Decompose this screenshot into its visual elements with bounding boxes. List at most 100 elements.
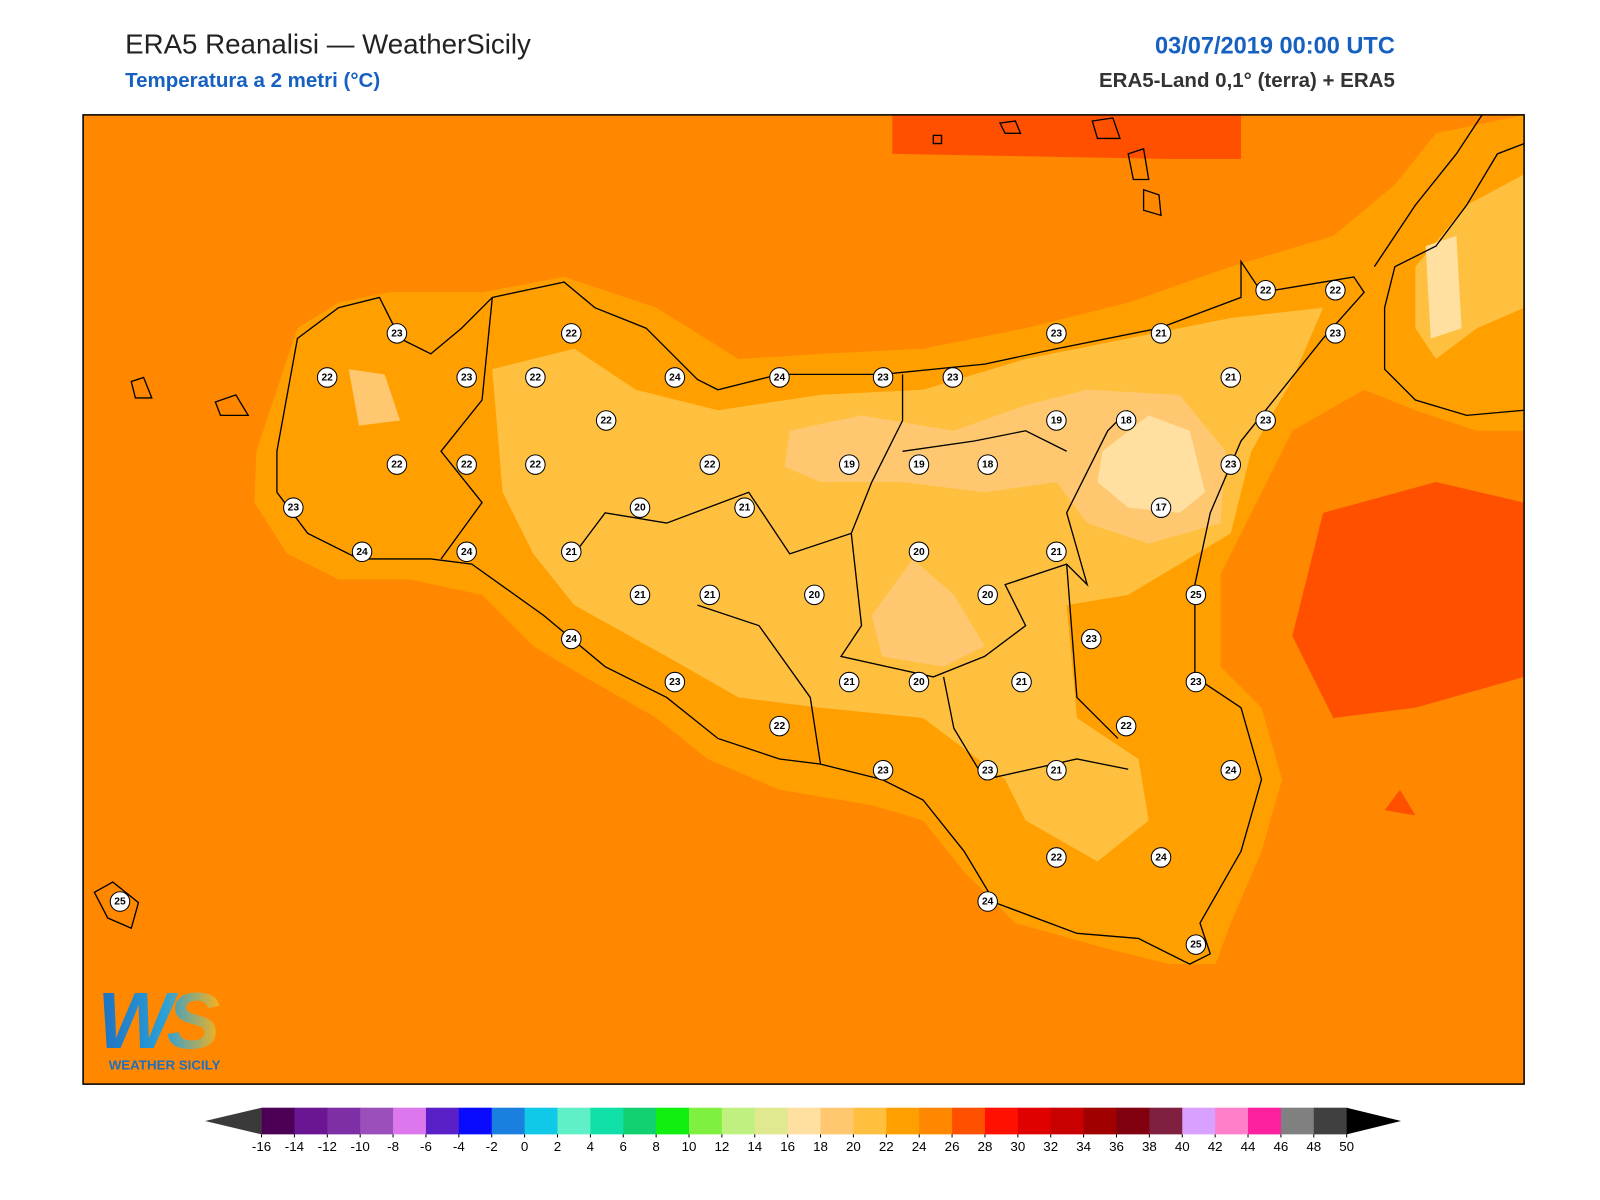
station-value: 24 [1155,852,1167,863]
station-marker [351,541,373,563]
station: 22 [525,454,546,475]
colorbar-box [1116,1107,1150,1135]
station: 20 [804,584,825,606]
colorbar-tick-label: 40 [1175,1139,1190,1154]
colorbar-tick-label: 50 [1339,1139,1354,1154]
map: 23 22 23 21 22 22 23 22 23 22 24 24 23 23 21 22 19 18 23 22… [82,114,1525,1085]
colorbar-tick-label: -14 [285,1139,305,1154]
title: ERA5 Reanalisi — WeatherSicily [125,28,531,59]
colorbar-tick-label: -6 [420,1139,432,1154]
station-marker [1046,847,1067,868]
colorbar-tick-label: 24 [912,1139,927,1154]
colorbar-box [393,1107,427,1135]
station-value: 22 [391,460,403,471]
station-marker [316,367,338,388]
colorbar-tick-label: 14 [747,1139,762,1154]
station-marker [456,454,477,475]
colorbar-box [524,1107,558,1135]
station-value: 23 [1190,677,1202,688]
colorbar-box [1248,1107,1282,1135]
datetime: 03/07/2019 00:00 UTC [1155,32,1395,58]
colorbar-box [425,1107,460,1135]
station-value: 22 [1330,285,1342,296]
station-value: 20 [982,590,994,601]
colorbar-box [984,1107,1019,1135]
station: 24 [351,541,373,563]
station: 24 [456,541,477,563]
station: 21 [699,584,720,606]
zone-18 [1425,235,1462,339]
logo: WS WEATHER SICILY [97,976,226,1073]
station: 22 [1046,847,1067,868]
station-marker [1150,847,1172,868]
station-marker [908,541,930,563]
station: 22 [386,454,408,475]
warm-patch [1384,789,1416,816]
station-marker [769,367,790,388]
zone-18 [1097,415,1206,513]
colorbar-box [721,1107,756,1135]
station: 21 [1150,323,1172,344]
colorbar-tick-label: 46 [1273,1139,1288,1154]
station-value: 21 [844,677,856,688]
station-marker [699,584,720,606]
colorbar-tick-label: 48 [1306,1139,1321,1154]
colorbar-box [820,1107,854,1135]
station: 23 [1255,410,1276,431]
station-value: 20 [809,590,821,601]
station: 24 [769,367,790,388]
colorbar-tick-label: 16 [780,1139,795,1154]
station: 19 [838,454,860,475]
coastline [276,259,1365,965]
station-value: 21 [704,590,716,601]
station-marker [977,891,998,912]
station: 21 [1046,759,1067,781]
colorbar-box [458,1107,493,1135]
station-value: 24 [774,372,786,383]
colorbar-box [1182,1107,1216,1135]
colorbar-tick-label: 20 [846,1139,861,1154]
station-value: 23 [461,372,473,383]
station-marker [1220,759,1242,781]
station-value: 22 [321,372,333,383]
island [93,117,1162,930]
station-marker [629,497,651,518]
station: 24 [664,367,686,388]
colorbar-tick-label: -16 [252,1139,271,1154]
colorbar-tick-label: 6 [620,1139,627,1154]
colorbar-tick-label: 38 [1142,1139,1157,1154]
station-value: 25 [1190,940,1202,951]
station-marker [456,367,477,388]
station-value: 23 [669,677,681,688]
station-value: 21 [1155,328,1167,339]
station-value: 21 [634,590,646,601]
station-value: 21 [1051,765,1063,776]
station-value: 24 [356,547,368,558]
station: 23 [386,323,408,344]
station-value: 22 [566,328,578,339]
colorbar-box [590,1107,624,1135]
station-value: 22 [530,372,542,383]
station-value: 22 [1260,285,1272,296]
station: 21 [561,541,582,563]
station-value: 22 [1051,852,1063,863]
station-marker [456,541,477,563]
colorbar-tick-label: -4 [453,1139,465,1154]
station: 22 [561,323,582,344]
station-marker [908,454,930,475]
station: 20 [908,671,930,693]
station-value: 24 [461,547,473,558]
colorbar-box [787,1107,822,1135]
station-value: 22 [530,460,542,471]
station-marker [1081,628,1102,650]
station-value: 25 [1190,590,1202,601]
colorbar-box [1149,1107,1183,1135]
station: 22 [595,410,617,431]
station-value: 24 [566,634,578,645]
colorbar-tick-label: 44 [1241,1139,1256,1154]
station: 20 [977,584,998,606]
station: 25 [1185,934,1207,955]
station-marker [1011,671,1032,693]
station: 23 [1046,323,1067,344]
